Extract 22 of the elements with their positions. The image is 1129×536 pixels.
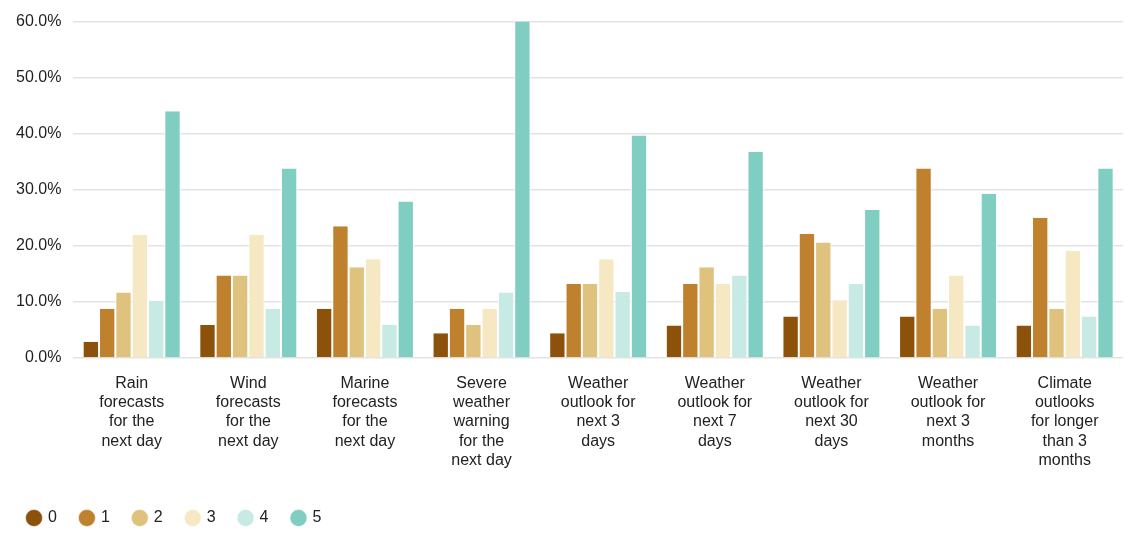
legend-label: 1 [100,508,110,526]
legend-label: 3 [206,508,216,526]
y-tick-label: 30.0% [15,180,62,198]
x-tick-label: Rain forecasts for the next day [99,374,165,449]
y-tick-label: 40.0% [15,124,62,142]
x-tick-label: Marine forecasts for the next day [332,374,398,449]
y-tick-label: 50.0% [15,68,62,86]
legend-label: 2 [153,508,163,526]
x-tick-label: Weather outlook for next 7 days [677,374,753,449]
legend-label: 5 [312,508,322,526]
x-tick-label: Wind forecasts for the next day [215,374,281,449]
y-tick-label: 10.0% [15,292,62,310]
legend-label: 4 [259,508,269,526]
x-tick-label: Weather outlook for next 30 days [794,374,870,449]
x-tick-label: Severe weather warning for the next day [451,374,512,468]
y-tick-label: 60.0% [15,12,62,30]
legend-label: 0 [48,508,57,526]
x-tick-label: Weather outlook for next 3 months [910,374,987,449]
x-tick-label: Weather outlook for next 3 days [560,374,637,449]
y-tick-label: 0.0% [24,348,62,366]
y-tick-label: 20.0% [15,236,62,254]
x-tick-label: Climate outlooks for longer than 3 months [1030,374,1100,468]
